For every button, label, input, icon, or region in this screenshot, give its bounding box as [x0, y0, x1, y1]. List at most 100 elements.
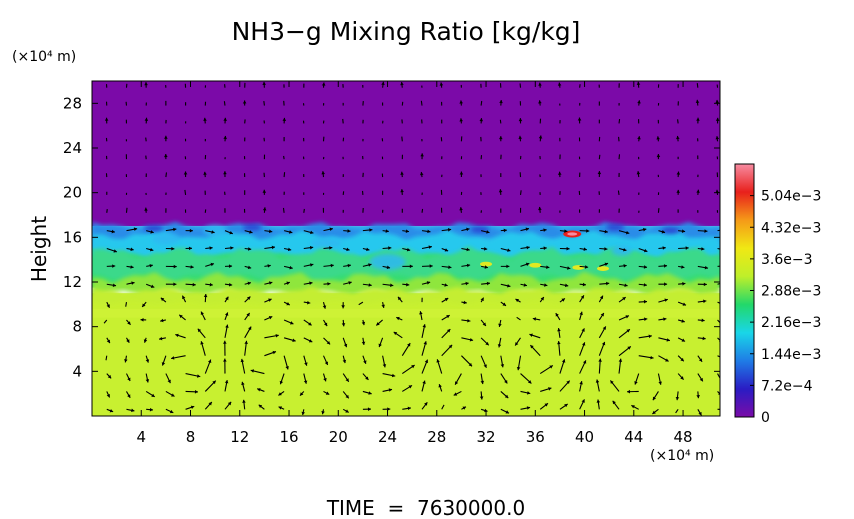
wind-vector: [638, 299, 648, 304]
wind-vector: [158, 336, 166, 341]
wind-vector: [125, 207, 128, 213]
wind-vector: [283, 337, 296, 342]
x-tick-label: 24: [378, 428, 397, 446]
wind-vector: [618, 118, 621, 124]
wind-vector: [250, 369, 265, 375]
wind-vector: [557, 171, 562, 178]
wind-vector: [278, 406, 285, 410]
wind-vector: [697, 299, 707, 304]
wind-vector: [303, 208, 305, 213]
wind-vector: [165, 172, 168, 178]
wind-vector: [402, 282, 410, 287]
wind-vector: [579, 342, 586, 356]
wind-vector: [658, 298, 668, 303]
wind-vector: [200, 341, 206, 356]
wind-vector: [539, 402, 549, 410]
wind-vector: [303, 300, 311, 305]
wind-vector: [224, 379, 229, 392]
wind-vector: [697, 373, 704, 382]
wind-vector: [538, 82, 542, 88]
wind-vector: [362, 263, 372, 267]
wind-vector: [658, 317, 667, 321]
wind-vector: [500, 247, 511, 252]
y-tick-label: 8: [72, 318, 82, 336]
wind-vector: [579, 360, 587, 374]
wind-vector: [106, 229, 115, 234]
wind-vector: [618, 283, 628, 287]
wind-vector: [597, 171, 602, 178]
wind-vector: [165, 227, 177, 232]
wind-vector: [520, 227, 530, 232]
wind-vector: [106, 373, 112, 379]
wind-vector: [361, 319, 366, 326]
wind-vector: [323, 227, 334, 232]
wind-vector: [638, 227, 647, 232]
wind-vector: [539, 364, 554, 375]
wind-vector: [106, 247, 118, 253]
wind-vector: [421, 324, 426, 338]
wind-vector: [244, 265, 252, 270]
wind-vector: [717, 301, 720, 304]
wind-vector: [697, 355, 703, 363]
wind-vector: [441, 297, 449, 303]
wind-vector: [500, 301, 507, 307]
wind-vector: [144, 207, 148, 213]
wind-vector: [185, 282, 196, 287]
wind-vector: [481, 265, 489, 269]
wind-vector: [618, 296, 627, 303]
wind-vector: [185, 265, 194, 269]
wind-vector: [223, 340, 227, 356]
wind-vector: [579, 311, 583, 321]
x-tick-label: 16: [279, 428, 298, 446]
wind-vector: [438, 383, 443, 392]
wind-vector: [144, 82, 148, 88]
wind-vector: [382, 373, 396, 378]
wind-vector: [244, 312, 251, 321]
colorbar-label: 7.2e−4: [761, 378, 813, 394]
wind-vector: [106, 301, 110, 309]
wind-vector: [382, 355, 387, 368]
heat-layer-0: [92, 81, 720, 227]
wind-vector: [321, 409, 325, 415]
wind-vector: [178, 314, 186, 321]
wind-vector: [454, 373, 462, 385]
wind-vector: [262, 207, 267, 213]
wind-vector: [559, 246, 570, 251]
wind-vector: [617, 190, 620, 195]
wind-vector: [598, 312, 605, 321]
wind-vector: [321, 171, 325, 178]
wind-vector: [441, 328, 451, 339]
wind-vector: [532, 317, 541, 321]
wind-vector: [579, 399, 585, 410]
wind-vector: [658, 229, 666, 234]
wind-vector: [599, 281, 610, 286]
wind-vector: [264, 333, 279, 339]
wind-vector: [638, 355, 654, 360]
wind-vector: [257, 388, 265, 392]
wind-vector: [626, 389, 639, 394]
wind-vector: [637, 136, 641, 142]
wind-vector: [224, 282, 233, 287]
wind-vector: [144, 117, 149, 124]
y-axis-ticks: 4 8 12 16 20 24 28: [63, 94, 720, 380]
wind-vector: [598, 295, 604, 303]
wind-vector: [241, 381, 246, 392]
wind-vector: [441, 314, 450, 321]
chart-title: NH3−g Mixing Ratio [kg/kg]: [232, 17, 581, 46]
wind-vector: [141, 301, 147, 308]
colorbar-label: 5.04e−3: [761, 189, 821, 205]
wind-vector: [459, 207, 463, 213]
wind-vector: [677, 119, 679, 124]
time-footer: TIME = 7630000.0: [326, 496, 525, 519]
wind-vector: [323, 246, 333, 250]
wind-vector: [595, 379, 600, 392]
wind-vector: [421, 341, 427, 356]
wind-vector: [203, 117, 207, 124]
wind-vector: [677, 319, 685, 323]
wind-vector: [540, 265, 550, 269]
wind-vector: [205, 230, 215, 234]
wind-vector: [461, 281, 469, 286]
wind-vector: [283, 355, 289, 370]
wind-vector: [283, 230, 293, 234]
wind-vector: [678, 246, 689, 250]
